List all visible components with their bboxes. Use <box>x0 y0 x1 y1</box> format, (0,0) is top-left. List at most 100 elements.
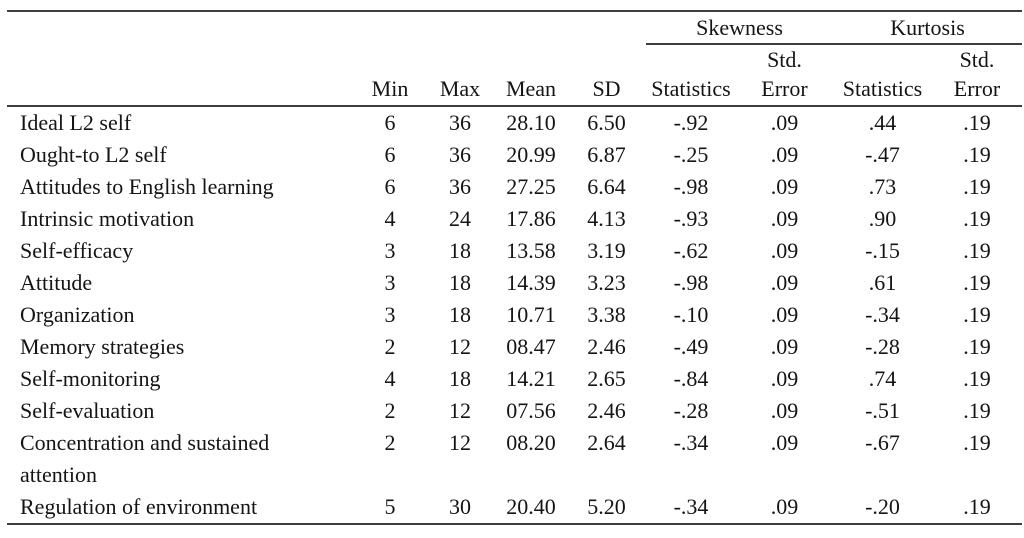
cell-skewness-statistics: -.10 <box>673 302 709 327</box>
cell-max: 24 <box>449 206 471 231</box>
cell-kurtosis-statistics: .74 <box>868 366 897 391</box>
col-header-mean: Mean <box>495 44 567 107</box>
col-header-sd: SD <box>567 44 646 107</box>
cell-mean: 20.40 <box>506 494 556 519</box>
cell-skewness-statistics: -.49 <box>673 334 709 359</box>
row-label: Self-efficacy <box>7 235 355 267</box>
cell-mean: 28.10 <box>506 110 556 135</box>
cell-min: 3 <box>384 270 396 295</box>
table-row: Intrinsic motivation 4 24 17.86 4.13 -.9… <box>7 203 1022 235</box>
cell-skewness-std-error: .09 <box>770 494 799 519</box>
table-body: Ideal L2 self 6 36 28.10 6.50 -.92 .09 .… <box>7 106 1022 524</box>
cell-min: 4 <box>384 366 396 391</box>
cell-skewness-statistics: -.98 <box>673 174 709 199</box>
cell-kurtosis-statistics: -.67 <box>865 430 900 455</box>
cell-sd: 6.87 <box>587 142 626 167</box>
row-label-line1: Attitudes to English learning <box>20 174 274 199</box>
cell-min: 4 <box>384 206 396 231</box>
cell-kurtosis-statistics: -.51 <box>865 398 900 423</box>
empty-header-cell <box>7 11 355 44</box>
row-label-line1: Ought-to L2 self <box>20 142 167 167</box>
cell-mean: 14.39 <box>506 270 556 295</box>
cell-min: 5 <box>384 494 396 519</box>
cell-sd: 3.38 <box>587 302 626 327</box>
cell-kurtosis-std-error: .19 <box>963 110 991 135</box>
cell-sd: 5.20 <box>587 494 626 519</box>
cell-skewness-std-error: .09 <box>770 366 799 391</box>
cell-kurtosis-statistics: .90 <box>868 206 897 231</box>
cell-skewness-statistics: -.92 <box>673 110 709 135</box>
column-header-row: Min Max Mean SD Statistics Std. Error St… <box>7 44 1022 107</box>
cell-sd: 2.46 <box>587 334 626 359</box>
row-label: Ideal L2 self <box>7 106 355 139</box>
cell-max: 36 <box>449 174 471 199</box>
std-label: Std. <box>959 47 995 72</box>
col-header-min: Min <box>355 44 425 107</box>
cell-mean: 27.25 <box>506 174 556 199</box>
cell-skewness-std-error: .09 <box>770 206 799 231</box>
cell-kurtosis-std-error: .19 <box>963 494 991 519</box>
row-label-line1: Concentration and sustained <box>20 430 270 455</box>
cell-max: 12 <box>449 398 471 423</box>
table-row: Memory strategies 2 12 08.47 2.46 -.49 .… <box>7 331 1022 363</box>
cell-min: 6 <box>384 142 396 167</box>
cell-sd: 6.50 <box>587 110 626 135</box>
cell-mean: 07.56 <box>506 398 556 423</box>
cell-min: 3 <box>384 238 396 263</box>
cell-max: 12 <box>449 334 471 359</box>
table-row: Ought-to L2 self 6 36 20.99 6.87 -.25 .0… <box>7 139 1022 171</box>
cell-skewness-std-error: .09 <box>770 398 799 423</box>
cell-kurtosis-statistics: .73 <box>868 174 897 199</box>
row-label: Self-evaluation <box>7 395 355 427</box>
cell-kurtosis-std-error: .19 <box>963 430 991 455</box>
row-label: Organization <box>7 299 355 331</box>
cell-kurtosis-std-error: .19 <box>963 302 991 327</box>
cell-skewness-statistics: -.98 <box>673 270 709 295</box>
cell-kurtosis-statistics: -.47 <box>865 142 900 167</box>
cell-mean: 20.99 <box>506 142 556 167</box>
table-header: Skewness Kurtosis Min Max Mean SD Statis… <box>7 11 1022 107</box>
cell-mean: 08.47 <box>506 334 556 359</box>
cell-kurtosis-statistics: -.34 <box>865 302 900 327</box>
cell-skewness-statistics: -.93 <box>673 206 709 231</box>
cell-min: 2 <box>384 334 396 359</box>
row-label-line1: Intrinsic motivation <box>20 206 195 231</box>
table-row: Self-evaluation 2 12 07.56 2.46 -.28 .09… <box>7 395 1022 427</box>
empty-header-cell <box>7 44 355 107</box>
row-label-line1: Self-monitoring <box>20 366 161 391</box>
cell-max: 18 <box>449 302 471 327</box>
cell-max: 30 <box>449 494 471 519</box>
row-label: Memory strategies <box>7 331 355 363</box>
table-row: Organization 3 18 10.71 3.38 -.10 .09 -.… <box>7 299 1022 331</box>
kurtosis-group-header: Kurtosis <box>833 11 1022 45</box>
cell-max: 12 <box>449 430 471 455</box>
cell-sd: 2.65 <box>587 366 626 391</box>
table-row: Self-efficacy 3 18 13.58 3.19 -.62 .09 -… <box>7 235 1022 267</box>
row-label-line1: Attitude <box>20 270 93 295</box>
table-row: Regulation of environment 5 30 20.40 5.2… <box>7 491 1022 524</box>
cell-max: 36 <box>449 110 471 135</box>
cell-sd: 3.19 <box>587 238 626 263</box>
cell-skewness-std-error: .09 <box>770 142 799 167</box>
cell-skewness-std-error: .09 <box>770 270 799 295</box>
cell-kurtosis-std-error: .19 <box>963 398 991 423</box>
cell-kurtosis-std-error: .19 <box>963 270 991 295</box>
row-label-line1: Organization <box>20 302 135 327</box>
row-label: Concentration and sustained attention <box>7 427 355 491</box>
cell-skewness-statistics: -.34 <box>673 430 709 455</box>
col-header-skewness-std-error: Std. Error <box>736 44 833 107</box>
table-row: Attitudes to English learning 6 36 27.25… <box>7 171 1022 203</box>
descriptive-statistics-table: Skewness Kurtosis Min Max Mean SD Statis… <box>7 10 1022 525</box>
row-label: Attitudes to English learning <box>7 171 355 203</box>
cell-sd: 2.46 <box>587 398 626 423</box>
cell-skewness-std-error: .09 <box>770 110 799 135</box>
cell-skewness-statistics: -.34 <box>673 494 709 519</box>
cell-mean: 13.58 <box>506 238 556 263</box>
col-header-kurtosis-std-error: Std. Error <box>932 44 1022 107</box>
cell-mean: 14.21 <box>506 366 556 391</box>
cell-skewness-statistics: -.84 <box>673 366 709 391</box>
cell-skewness-std-error: .09 <box>770 334 799 359</box>
cell-sd: 3.23 <box>587 270 626 295</box>
cell-kurtosis-std-error: .19 <box>963 174 991 199</box>
